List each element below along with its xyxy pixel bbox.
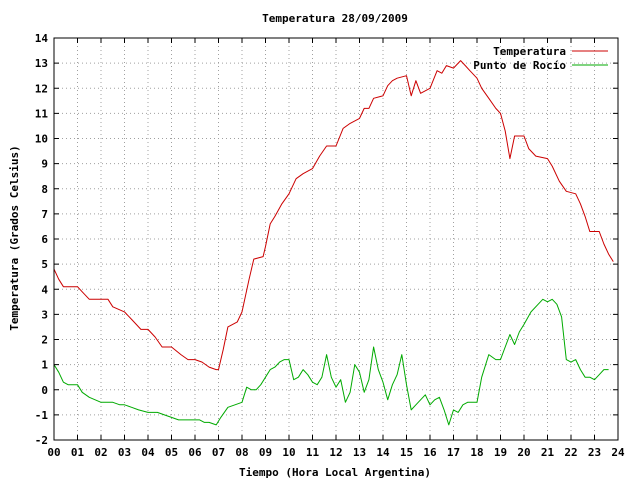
x-tick-label: 07 bbox=[212, 446, 225, 459]
y-tick-label: 14 bbox=[35, 32, 49, 45]
series-layer bbox=[53, 60, 614, 426]
x-tick-label: 11 bbox=[306, 446, 320, 459]
y-tick-label: 5 bbox=[41, 258, 48, 271]
y-tick-label: 10 bbox=[35, 133, 48, 146]
y-tick-label: 6 bbox=[41, 233, 48, 246]
x-tick-label: 23 bbox=[588, 446, 601, 459]
y-tick-label: 13 bbox=[35, 57, 48, 70]
x-axis-label: Tiempo (Hora Local Argentina) bbox=[239, 466, 431, 479]
x-tick-label: 08 bbox=[235, 446, 248, 459]
x-tick-label: 13 bbox=[353, 446, 366, 459]
y-tick-label: 2 bbox=[41, 334, 48, 347]
y-tick-label: 3 bbox=[41, 308, 48, 321]
x-tick-label: 06 bbox=[188, 446, 202, 459]
x-tick-label: 21 bbox=[541, 446, 555, 459]
x-tick-label: 10 bbox=[282, 446, 295, 459]
x-tick-label: 15 bbox=[400, 446, 413, 459]
x-tick-label: 12 bbox=[329, 446, 342, 459]
chart-title: Temperatura 28/09/2009 bbox=[262, 12, 408, 25]
x-tick-label: 24 bbox=[611, 446, 625, 459]
series-line-1 bbox=[53, 298, 609, 426]
y-tick-label: 1 bbox=[41, 359, 48, 372]
x-tick-label: 02 bbox=[94, 446, 107, 459]
x-tick-label: 01 bbox=[71, 446, 85, 459]
y-tick-label: -1 bbox=[35, 409, 49, 422]
x-tick-label: 00 bbox=[47, 446, 60, 459]
x-tick-label: 03 bbox=[118, 446, 131, 459]
tick-layer: 00 01 02 03 04 05 06 07 08 09 10 11 12 13 14 15 16 17 18 19… bbox=[35, 32, 625, 459]
y-tick-label: 12 bbox=[35, 82, 48, 95]
x-tick-label: 04 bbox=[141, 446, 155, 459]
legend-label: Temperatura bbox=[493, 45, 566, 58]
x-tick-label: 09 bbox=[259, 446, 272, 459]
y-tick-label: 11 bbox=[35, 107, 49, 120]
x-tick-label: 16 bbox=[423, 446, 437, 459]
y-tick-label: 4 bbox=[41, 283, 48, 296]
grid-layer bbox=[54, 38, 618, 440]
y-tick-label: 7 bbox=[41, 208, 48, 221]
x-tick-label: 18 bbox=[470, 446, 483, 459]
x-tick-label: 20 bbox=[517, 446, 530, 459]
x-tick-label: 19 bbox=[494, 446, 507, 459]
x-tick-label: 17 bbox=[447, 446, 460, 459]
x-tick-label: 05 bbox=[165, 446, 178, 459]
y-tick-label: 8 bbox=[41, 183, 48, 196]
y-tick-label: 0 bbox=[41, 384, 48, 397]
y-tick-label: 9 bbox=[41, 158, 48, 171]
legend-label: Punto de Rocío bbox=[473, 59, 566, 72]
x-tick-label: 22 bbox=[564, 446, 577, 459]
x-tick-label: 14 bbox=[376, 446, 390, 459]
series-line-0 bbox=[53, 60, 614, 371]
y-tick-label: -2 bbox=[35, 434, 48, 447]
y-axis-label: Temperatura (Grados Celsius) bbox=[8, 145, 21, 330]
